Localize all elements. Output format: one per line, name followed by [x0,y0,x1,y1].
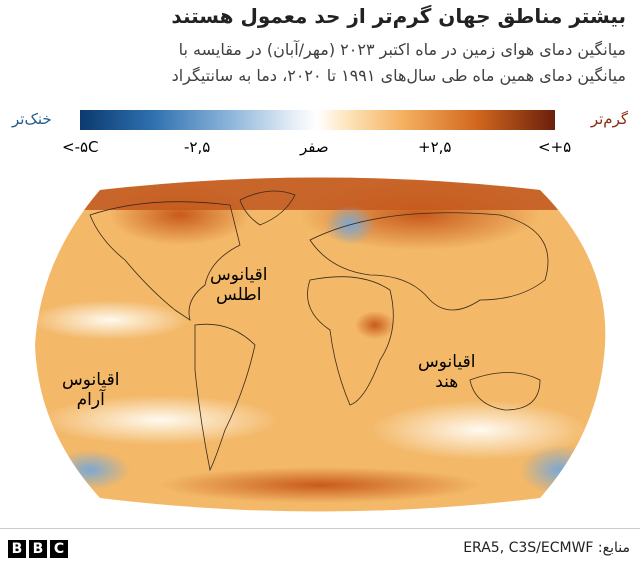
ocean-label-line: اطلس [215,285,262,305]
source: منابع: ERA5, C3S/ECMWF [463,540,630,556]
subtitle: میانگین دمای هوای زمین در ماه اکتبر ۲۰۲۳… [178,40,626,59]
bbc-logo: B B C [8,540,68,558]
ocean-label-line: آرام [76,390,105,410]
ocean-label: اقیانوس اطلس [210,265,267,305]
ocean-label-line: اقیانوس [418,352,476,372]
logo-block: B [8,540,26,558]
title: بیشتر مناطق جهان گرم‌تر از حد معمول هستن… [171,4,626,28]
ocean-label-line: اقیانوس [62,370,120,390]
ocean-label: اقیانوس هند [418,352,475,392]
scale-label: -۲,۵ [184,138,211,156]
scale-label: +۲,۵ [418,138,452,156]
logo-block: B [29,540,47,558]
logo-block: C [50,540,68,558]
divider [0,528,640,529]
temperature-anomaly [35,177,606,512]
color-scale [80,110,555,130]
ocean-label-line: اقیانوس [210,265,268,285]
subtitle: میانگین دمای همین ماه طی سال‌های ۱۹۹۱ تا… [171,66,626,85]
scale-label: صفر [300,138,329,156]
ocean-label: اقیانوس آرام [62,370,119,410]
scale-label: <+۵ [538,138,572,156]
legend-warm: گرم‌تر [590,110,628,128]
coastlines [89,190,549,472]
ocean-label-line: هند [435,372,459,392]
scale-label: <-۵C [62,138,99,156]
legend-cold: خنک‌تر [12,110,52,128]
